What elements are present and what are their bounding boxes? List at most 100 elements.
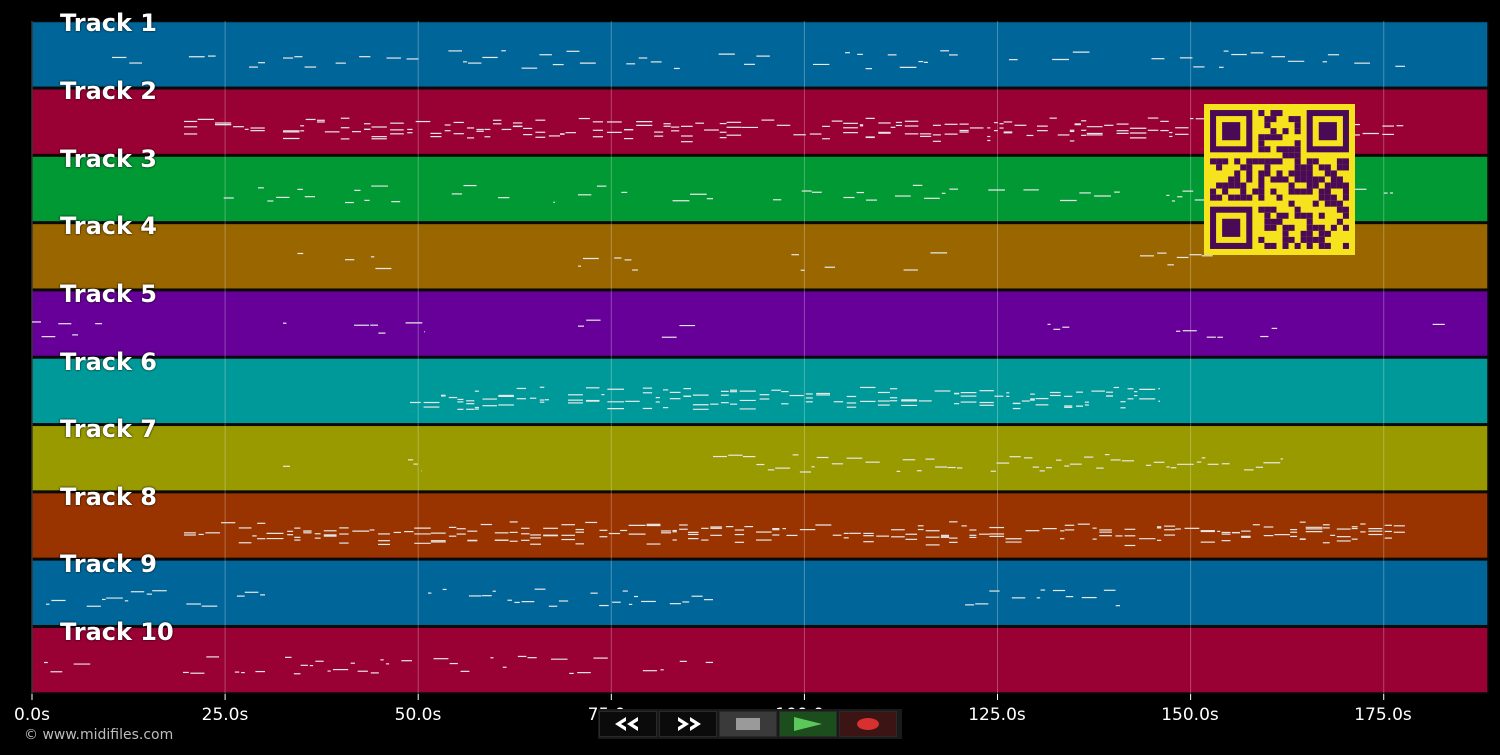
qr-module <box>1264 206 1271 213</box>
qr-module <box>1252 158 1259 165</box>
qr-module <box>1210 194 1217 201</box>
qr-module <box>1228 176 1235 183</box>
qr-module <box>1240 164 1247 171</box>
qr-module <box>1288 182 1295 189</box>
track-label: Track 5 <box>60 280 158 308</box>
qr-module <box>1258 236 1265 243</box>
qr-module <box>1306 212 1313 219</box>
qr-module <box>1318 230 1325 237</box>
qr-module <box>1300 176 1307 183</box>
qr-module <box>1234 158 1241 165</box>
qr-module <box>1324 230 1331 237</box>
qr-module <box>1258 110 1265 117</box>
qr-module <box>1264 218 1271 225</box>
qr-module <box>1306 224 1313 231</box>
qr-module <box>1270 176 1277 183</box>
qr-module <box>1312 176 1319 183</box>
qr-module <box>1300 188 1307 195</box>
track-label: Track 6 <box>60 348 158 376</box>
track-lane <box>31 357 1489 425</box>
qr-module <box>1294 176 1301 183</box>
qr-module <box>1276 146 1283 153</box>
qr-finder-core <box>1318 122 1337 141</box>
track-label: Track 10 <box>60 618 174 646</box>
qr-module <box>1300 212 1307 219</box>
qr-module <box>1264 146 1271 153</box>
qr-module <box>1282 212 1289 219</box>
qr-module <box>1246 164 1253 171</box>
qr-module <box>1294 152 1301 159</box>
qr-module <box>1216 182 1223 189</box>
qr-module <box>1276 170 1283 177</box>
qr-module <box>1234 182 1241 189</box>
qr-module <box>1294 188 1301 195</box>
qr-module <box>1294 170 1301 177</box>
qr-module <box>1222 188 1229 195</box>
rewind-button[interactable] <box>599 711 657 737</box>
qr-module <box>1258 158 1265 165</box>
qr-module <box>1210 158 1217 165</box>
qr-module <box>1300 164 1307 171</box>
qr-module <box>1306 164 1313 171</box>
qr-module <box>1342 242 1349 249</box>
qr-module <box>1324 170 1331 177</box>
qr-module <box>1276 176 1283 183</box>
qr-module <box>1342 206 1349 213</box>
qr-module <box>1294 128 1301 135</box>
qr-module <box>1342 158 1349 165</box>
record-icon <box>857 718 879 730</box>
tick-label: 25.0s <box>201 705 249 725</box>
qr-module <box>1276 194 1283 201</box>
qr-module <box>1312 236 1319 243</box>
qr-module <box>1330 170 1337 177</box>
qr-module <box>1318 236 1325 243</box>
qr-module <box>1324 242 1331 249</box>
qr-module <box>1264 170 1271 177</box>
qr-finder-core <box>1222 122 1241 141</box>
qr-module <box>1306 158 1313 165</box>
qr-module <box>1246 170 1253 177</box>
qr-module <box>1210 188 1217 195</box>
tick-label: 175.0s <box>1354 705 1412 725</box>
qr-module <box>1282 128 1289 135</box>
qr-module <box>1330 200 1337 207</box>
qr-module <box>1306 236 1313 243</box>
qr-module <box>1258 176 1265 183</box>
record-button[interactable] <box>839 711 897 737</box>
qr-module <box>1336 176 1343 183</box>
qr-module <box>1288 152 1295 159</box>
qr-module <box>1288 116 1295 123</box>
qr-module <box>1282 224 1289 231</box>
qr-module <box>1264 158 1271 165</box>
play-button[interactable] <box>779 711 837 737</box>
stop-icon <box>736 718 760 730</box>
track-lane <box>31 491 1489 560</box>
qr-module <box>1258 170 1265 177</box>
qr-module <box>1228 182 1235 189</box>
tick-label: 50.0s <box>394 705 442 725</box>
copyright-text: © www.midifiles.com <box>24 727 174 743</box>
qr-module <box>1258 206 1265 213</box>
qr-module <box>1324 194 1331 201</box>
qr-module <box>1318 188 1325 195</box>
qr-module <box>1318 242 1325 249</box>
track-label: Track 7 <box>60 415 158 443</box>
qr-module <box>1312 224 1319 231</box>
qr-module <box>1294 158 1301 165</box>
qr-module <box>1336 218 1343 225</box>
qr-module <box>1306 182 1313 189</box>
qr-module <box>1312 182 1319 189</box>
track-label: Track 8 <box>60 483 158 511</box>
fast-forward-button[interactable] <box>659 711 717 737</box>
stop-button[interactable] <box>719 711 777 737</box>
qr-module <box>1264 134 1271 141</box>
qr-module <box>1324 164 1331 171</box>
qr-module <box>1318 176 1325 183</box>
qr-module <box>1264 224 1271 231</box>
qr-module <box>1276 158 1283 165</box>
qr-module <box>1294 242 1301 249</box>
qr-module <box>1336 200 1343 207</box>
qr-module <box>1294 212 1301 219</box>
qr-module <box>1270 134 1277 141</box>
qr-module <box>1258 140 1265 147</box>
